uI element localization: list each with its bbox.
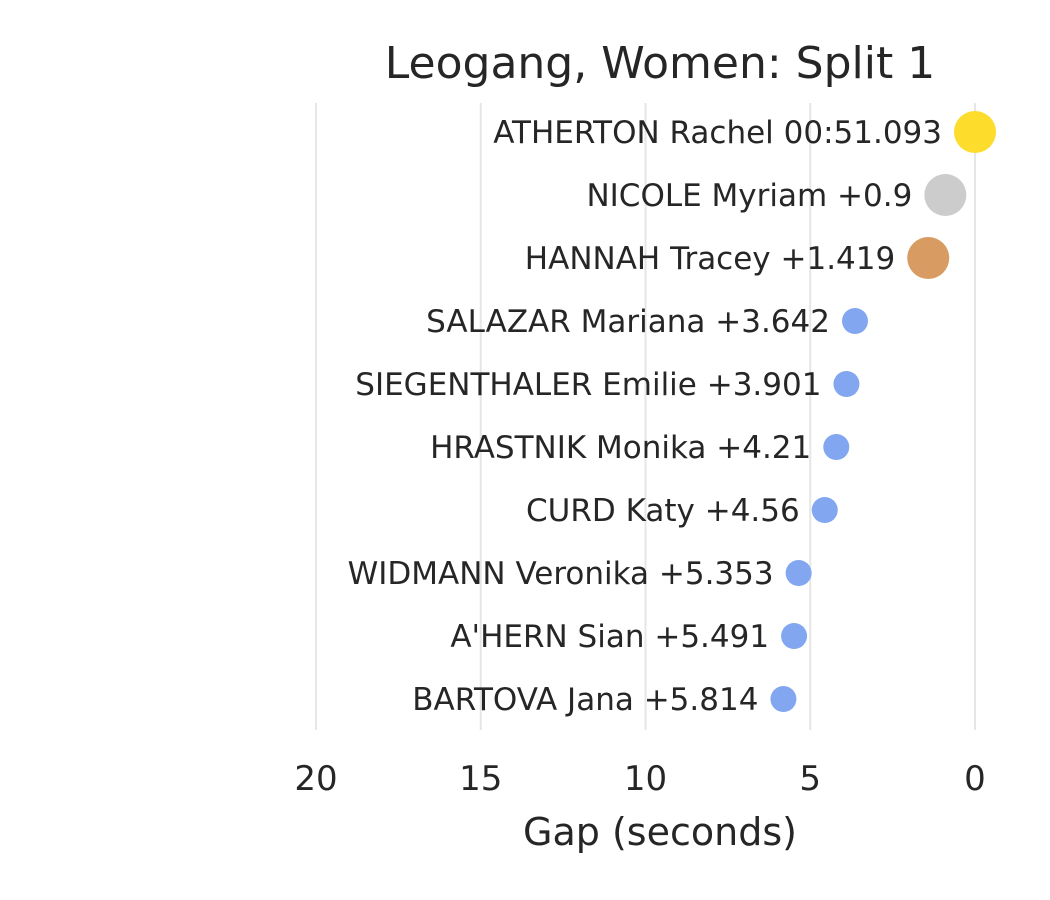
data-point [924, 174, 967, 216]
data-label: WIDMANN Veronika +5.353 [348, 556, 774, 592]
data-label: BARTOVA Jana +5.814 [412, 682, 758, 718]
data-label: SIEGENTHALER Emilie +3.901 [355, 367, 821, 403]
data-labels: ATHERTON Rachel 00:51.093 NICOLE Myriam +… [348, 115, 942, 718]
data-point [781, 623, 808, 649]
x-tick-label: 5 [799, 759, 821, 799]
data-point [785, 560, 812, 586]
data-points [770, 111, 996, 712]
x-tick-label: 10 [624, 759, 667, 799]
data-label: CURD Katy +4.56 [526, 493, 800, 529]
data-point [833, 371, 860, 397]
x-axis-label: Gap (seconds) [523, 810, 797, 854]
data-point [907, 237, 950, 279]
grid-lines [315, 103, 976, 730]
x-tick-label: 0 [964, 759, 986, 799]
data-label: NICOLE Myriam +0.9 [586, 178, 912, 214]
data-point [823, 434, 850, 460]
data-point [954, 111, 996, 153]
x-tick-labels: 20 15 10 5 0 [294, 759, 985, 799]
data-point [841, 308, 868, 334]
x-tick-label: 20 [294, 759, 337, 799]
data-label: SALAZAR Mariana +3.642 [426, 304, 830, 340]
x-tick-label: 15 [459, 759, 502, 799]
data-label: HANNAH Tracey +1.419 [525, 241, 895, 277]
chart-title: Leogang, Women: Split 1 [385, 38, 935, 89]
data-label: A'HERN Sian +5.491 [450, 619, 769, 655]
data-label: HRASTNIK Monika +4.21 [430, 430, 811, 466]
data-point [811, 497, 838, 523]
data-point [770, 686, 797, 712]
data-label: ATHERTON Rachel 00:51.093 [493, 115, 942, 151]
